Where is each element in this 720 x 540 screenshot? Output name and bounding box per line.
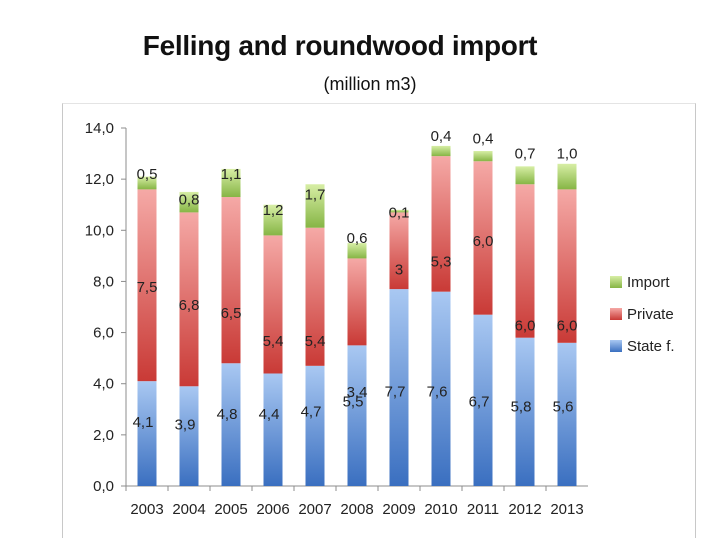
- data-label-state-f--2007: 4,7: [301, 404, 322, 421]
- bar-import-2005: [221, 168, 241, 198]
- legend-label-import: Import: [627, 274, 670, 291]
- bar-layer: [137, 145, 577, 486]
- data-label-state-f--2009: 7,7: [385, 384, 406, 401]
- bar-import-2012: [515, 166, 535, 185]
- data-label-state-f--2003: 4,1: [133, 414, 154, 431]
- y-tick-label: 0,0: [93, 478, 114, 495]
- legend-label-private: Private: [627, 306, 674, 323]
- data-label-import-2012: 0,7: [515, 146, 536, 163]
- data-label-import-2007: 1,7: [305, 187, 326, 204]
- x-tick-label: 2006: [256, 501, 289, 518]
- data-label-private-2003: 7,5: [137, 279, 158, 296]
- data-label-import-2008: 0,6: [347, 230, 368, 247]
- bar-import-2007: [305, 184, 325, 228]
- x-tick-label: 2007: [298, 501, 331, 518]
- bar-private-2008: [347, 258, 367, 346]
- bar-private-2010: [431, 156, 451, 292]
- data-label-private-2013: 6,0: [557, 318, 578, 335]
- data-label-state-f--2004: 3,9: [175, 416, 196, 433]
- bar-import-2010: [431, 145, 451, 157]
- data-label-import-2011: 0,4: [473, 130, 494, 147]
- data-label-state-f--2010: 7,6: [427, 384, 448, 401]
- bar-state-f--2010: [431, 291, 451, 486]
- bar-state-f--2004: [179, 386, 199, 486]
- legend-swatch-private: [610, 308, 622, 320]
- bar-private-2007: [305, 227, 325, 366]
- data-label-state-f--2008: 5,5: [343, 393, 364, 410]
- y-tick-label: 8,0: [93, 273, 114, 290]
- bar-import-2004: [179, 191, 199, 213]
- bar-import-2013: [557, 163, 577, 190]
- x-tick-label: 2012: [508, 501, 541, 518]
- data-label-private-2005: 6,5: [221, 305, 242, 322]
- bar-state-f--2007: [305, 365, 325, 486]
- chart-frame: [62, 103, 696, 538]
- data-label-import-2010: 0,4: [431, 128, 452, 145]
- data-label-private-2008: 3,4: [347, 384, 368, 401]
- legend-label-state-f-: State f.: [627, 338, 675, 355]
- data-label-private-2010: 5,3: [431, 254, 452, 271]
- bar-state-f--2005: [221, 363, 241, 486]
- data-label-import-2004: 0,8: [179, 192, 200, 209]
- data-label-state-f--2006: 4,4: [259, 406, 280, 423]
- bar-state-f--2008: [347, 345, 367, 486]
- y-tick-label: 12,0: [85, 171, 114, 188]
- bar-private-2005: [221, 197, 241, 364]
- bar-private-2011: [473, 161, 493, 315]
- data-label-private-2009: 3: [395, 261, 403, 278]
- y-tick-label: 2,0: [93, 427, 114, 444]
- data-label-state-f--2011: 6,7: [469, 394, 490, 411]
- x-tick-label: 2008: [340, 501, 373, 518]
- legend-swatch-state-f-: [610, 340, 622, 352]
- data-label-state-f--2012: 5,8: [511, 399, 532, 416]
- bar-private-2012: [515, 184, 535, 338]
- data-label-import-2006: 1,2: [263, 202, 284, 219]
- data-label-state-f--2013: 5,6: [553, 399, 574, 416]
- bar-state-f--2006: [263, 373, 283, 486]
- data-label-private-2007: 5,4: [305, 333, 326, 350]
- data-label-import-2009: 0,1: [389, 205, 410, 222]
- data-label-private-2004: 6,8: [179, 297, 200, 314]
- bar-import-2008: [347, 243, 367, 259]
- bar-import-2011: [473, 151, 493, 162]
- x-tick-label: 2013: [550, 501, 583, 518]
- data-label-import-2013: 1,0: [557, 146, 578, 163]
- y-tick-label: 14,0: [85, 120, 114, 137]
- x-tick-label: 2010: [424, 501, 457, 518]
- data-label-import-2003: 0,5: [137, 166, 158, 183]
- data-label-private-2006: 5,4: [263, 333, 284, 350]
- bar-state-f--2003: [137, 381, 157, 486]
- x-tick-label: 2004: [172, 501, 205, 518]
- legend-swatch-import: [610, 276, 622, 288]
- bar-state-f--2013: [557, 342, 577, 486]
- bar-import-2009: [389, 209, 409, 213]
- x-tick-label: 2009: [382, 501, 415, 518]
- bar-state-f--2011: [473, 314, 493, 486]
- x-tick-label: 2011: [467, 501, 499, 518]
- bar-private-2013: [557, 189, 577, 343]
- x-tick-label: 2003: [130, 501, 163, 518]
- bar-private-2006: [263, 235, 283, 374]
- y-tick-label: 4,0: [93, 376, 114, 393]
- bar-private-2009: [389, 212, 409, 290]
- data-label-state-f--2005: 4,8: [217, 406, 238, 423]
- bar-private-2004: [179, 212, 199, 387]
- legend: Import Private State f.: [610, 274, 675, 355]
- data-label-private-2012: 6,0: [515, 318, 536, 335]
- bar-state-f--2012: [515, 337, 535, 486]
- data-label-import-2005: 1,1: [221, 166, 242, 183]
- chart-title: Felling and roundwood import: [142, 30, 538, 61]
- data-label-private-2011: 6,0: [473, 233, 494, 250]
- x-tick-label: 2005: [214, 501, 247, 518]
- bar-state-f--2009: [389, 289, 409, 486]
- bar-import-2006: [263, 204, 283, 236]
- bar-private-2003: [137, 189, 157, 382]
- y-tick-label: 10,0: [85, 222, 114, 239]
- bar-import-2003: [137, 176, 157, 190]
- axis-layer: 0,0 2,0 4,0 6,0 8,0 10,0 12,0 14,0 2003 2004 2005 2…: [85, 120, 588, 518]
- y-tick-label: 6,0: [93, 325, 114, 342]
- chart-subtitle: (million m3): [323, 74, 417, 94]
- label-layer: 4,1 3,9 4,8 4,4 4,7 5,5 7,7 7,6 6,7 5,8 5,6 7,5 6,8 6…: [133, 128, 578, 434]
